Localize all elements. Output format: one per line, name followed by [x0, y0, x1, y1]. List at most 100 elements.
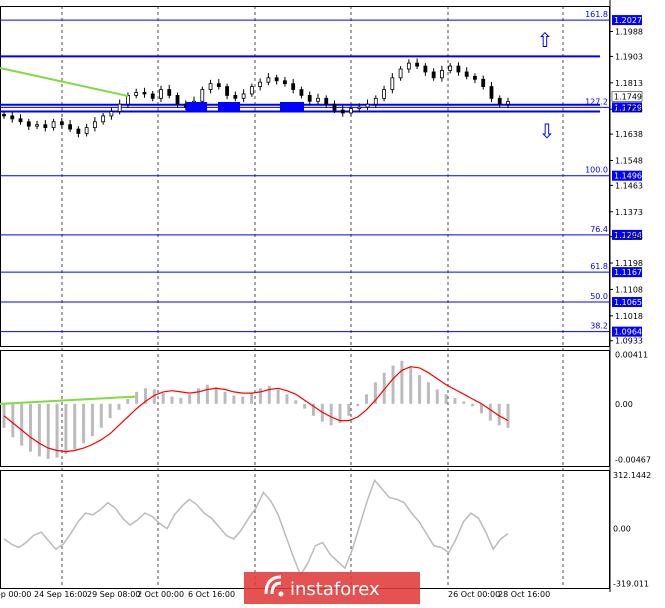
candle-body-50	[415, 62, 420, 67]
candle-body-29	[241, 93, 246, 99]
candle-body-52	[431, 71, 436, 79]
macd-bar-5	[46, 403, 50, 459]
macd-bar-53	[471, 403, 475, 407]
pane-frame-0	[0, 6, 610, 347]
macd-divergence-line	[0, 395, 136, 405]
macd-tick-label-0: 0.00411	[615, 351, 648, 360]
consolidation-box-1	[218, 102, 240, 112]
candle-body-42	[349, 108, 353, 114]
candle-body-32	[266, 77, 271, 83]
price-tick-label-3: 1.1723	[615, 105, 643, 114]
candle-body-45	[373, 97, 378, 105]
macd-bar-56	[497, 403, 501, 426]
macd-bar-15	[135, 391, 139, 404]
fib-price-tag-5	[612, 297, 642, 308]
macd-bar-7	[64, 403, 68, 455]
watermark: instaforex	[244, 572, 420, 604]
candle-body-26	[216, 83, 221, 88]
fib-price-tag-2	[612, 170, 642, 181]
macd-bar-19	[170, 396, 174, 404]
macd-bar-44	[391, 365, 395, 404]
time-label-3: 2 Oct 00:00	[137, 590, 184, 599]
fib-levels: 161.8 127.2 100.0 76.4 61.8 50.0 38.2	[0, 10, 610, 333]
candle-body-0	[2, 114, 6, 117]
candle-body-20	[167, 89, 172, 96]
price-tick-label-8: 1.1288	[615, 233, 643, 242]
pane-frame-2	[0, 470, 610, 589]
macd-bar-11	[99, 403, 103, 428]
macd-bar-54	[479, 403, 483, 414]
candle-body-2	[18, 118, 23, 123]
candle-body-46	[382, 89, 386, 99]
price-tick-label-2: 1.1813	[615, 79, 643, 88]
macd-bar-50	[444, 394, 448, 404]
macd-bar-23	[205, 384, 209, 404]
macd-bar-17	[152, 389, 156, 404]
candle-body-51	[423, 65, 428, 73]
candle-body-33	[274, 77, 279, 82]
macd-bar-9	[82, 403, 86, 444]
candle-body-12	[101, 115, 106, 123]
candle-body-19	[159, 89, 163, 99]
macd-pane: 0.00411 0.00 -0.00467	[0, 351, 651, 465]
candle-body-21	[175, 94, 180, 105]
fib-level-label-2: 100.0	[585, 166, 608, 175]
candle-body-31	[258, 81, 263, 88]
candle-body-54	[448, 65, 453, 71]
time-label-4: 6 Oct 16:00	[188, 590, 235, 599]
macd-tick-label-2: -0.00467	[615, 456, 651, 465]
candle-body-17	[142, 92, 147, 95]
candle-body-39	[324, 97, 329, 105]
macd-bar-46	[409, 366, 413, 404]
macd-bar-51	[453, 397, 457, 404]
price-tick-label-7: 1.1373	[615, 208, 643, 217]
macd-bar-29	[258, 388, 262, 404]
macd-bar-6	[55, 403, 59, 458]
candle-body-30	[249, 86, 254, 95]
candle-body-47	[390, 77, 395, 90]
fib-price-tag-0	[612, 15, 642, 26]
macd-bar-33	[294, 400, 298, 404]
macd-bar-13	[117, 403, 121, 410]
time-label-1: 24 Sep 16:00	[34, 590, 87, 599]
candle-body-8	[68, 124, 72, 130]
macd-tick-label-1: 0.00	[615, 400, 633, 409]
time-label-6: 26 Oct 00:00	[448, 590, 500, 599]
fib-price-tag-text-2: 1.1496	[614, 172, 642, 181]
candle-body-43	[357, 106, 362, 109]
macd-bar-37	[329, 403, 333, 426]
macd-bar-47	[418, 375, 422, 404]
macd-bar-0	[2, 403, 6, 428]
candle-body-48	[398, 68, 403, 79]
macd-bar-27	[241, 396, 245, 404]
time-label-7: 28 Oct 16:00	[498, 590, 550, 599]
candle-body-28	[233, 94, 238, 99]
candle-body-11	[92, 121, 97, 129]
candle-body-58	[481, 78, 486, 88]
cci-tick-label-1: 0.00	[613, 525, 631, 534]
candle-body-35	[291, 83, 296, 90]
candle-body-41	[340, 109, 345, 114]
candle-body-56	[464, 71, 469, 77]
macd-bar-28	[250, 393, 254, 404]
macd-bar-10	[90, 403, 94, 437]
macd-bar-38	[338, 403, 342, 423]
fib-price-tag-text-3: 1.1294	[614, 231, 642, 240]
candle-body-38	[316, 97, 320, 102]
macd-bar-25	[223, 391, 227, 404]
macd-bar-57	[506, 403, 510, 428]
macd-bar-49	[435, 389, 439, 404]
fib-price-tag-4	[612, 267, 642, 278]
cci-tick-label-0: 312.1442	[613, 471, 651, 480]
price-tick-label-11: 1.1018	[615, 312, 643, 321]
price-candles	[0, 58, 510, 138]
cci-line	[3, 478, 509, 577]
candle-body-7	[59, 121, 64, 126]
current-price-tag	[611, 91, 643, 102]
macd-bar-18	[161, 393, 165, 404]
macd-bar-34	[303, 403, 307, 409]
time-label-0: 23 Sep 00:00	[0, 590, 31, 599]
candle-body-24	[200, 89, 205, 102]
watermark-text: instaforex	[290, 579, 380, 600]
